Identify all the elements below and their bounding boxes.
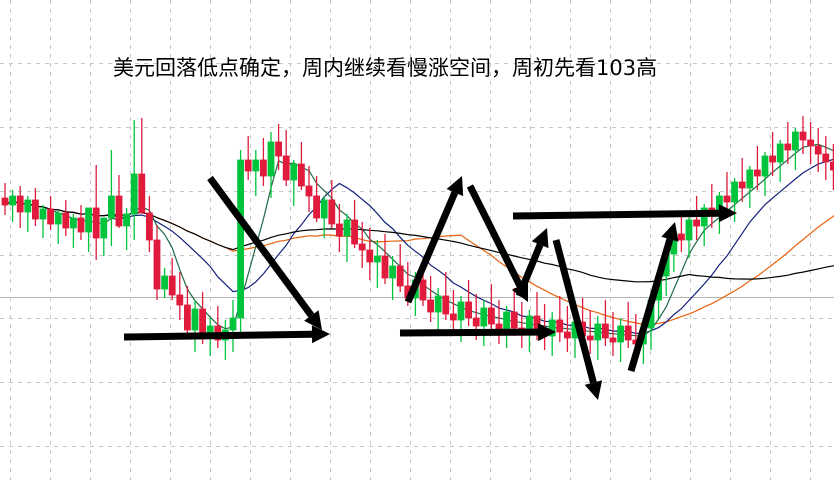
resistance-arrow-upper	[512, 204, 737, 223]
ma-green	[4, 143, 834, 337]
down-arrow-1	[207, 175, 322, 330]
up-arrow-3	[627, 222, 679, 372]
up-arrow-1	[404, 176, 464, 304]
support-arrow-lower-left	[123, 325, 330, 344]
candlestick-layer	[1, 116, 834, 364]
annotation-layer	[123, 175, 737, 400]
down-arrow-3	[552, 239, 603, 400]
ma-black	[4, 199, 834, 283]
moving-average-layer	[4, 143, 834, 337]
page-title: 美元回落低点确定，周内继续看慢涨空间，周初先看103高	[113, 56, 658, 80]
down-arrow-2	[466, 184, 528, 302]
ma-navy	[4, 158, 834, 335]
support-arrow-lower-right	[399, 323, 556, 342]
up-arrow-2	[515, 228, 549, 298]
